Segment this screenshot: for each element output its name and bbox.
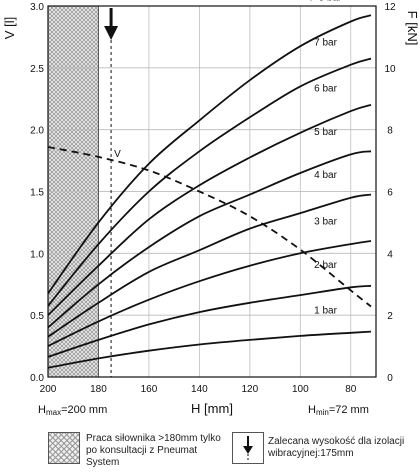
hmax-label: Hmax=200 mm [38,404,107,417]
series-line-4-bar [47,193,372,338]
series-line-3-bar [47,240,372,347]
y-right-tick-label: 4 [387,249,393,260]
series-line-5-bar [47,150,372,329]
y-left-tick-label: 1.5 [30,188,44,199]
series-line-2-bar [47,284,372,358]
legend-arrow-text: Zalecana wysokość dla izolacji wibracyjn… [268,436,405,459]
y-right-tick-label: 12 [384,2,396,13]
y-left-tick-label: 0.5 [30,311,44,322]
y-left-tick-label: 2.0 [30,126,44,137]
plot-border [47,5,377,378]
x-tick-label: 180 [90,384,107,395]
x-tick-label: 160 [141,384,158,395]
x-tick-label: 200 [40,384,57,395]
series-label: 6 bar [314,84,337,95]
series-label: 3 bar [314,217,337,228]
y-right-tick-label: 0 [387,373,393,384]
y-left-axis-title: V [l] [2,17,17,39]
plot-frame [47,5,377,378]
y-left-tick-label: 3.0 [30,2,44,13]
series-label: 2 bar [314,260,337,271]
x-tick-label: 140 [191,384,208,395]
down-arrow-icon [243,436,253,462]
recommended-height-marker [104,8,119,377]
hmin-sub: min [315,408,329,417]
curve-labels: F 8 bar 7 bar 6 bar 5 bar 4 bar 3 bar 2 bar 1 b… [114,0,342,316]
y-right-tick-label: 6 [387,188,393,199]
series-label: 1 bar [314,305,337,316]
y-right-tick-label: 2 [387,311,393,322]
x-tick-label: 80 [345,384,357,395]
x-axis-title: H [mm] [191,401,233,416]
y-left-tick-label: 0.0 [30,373,44,384]
y-right-axis-title: F [kN] [405,11,419,46]
y-right-tick-label: 8 [387,126,393,137]
series-label: F 8 bar [310,0,342,3]
series-label: 5 bar [314,127,337,138]
series-line-1-bar [47,330,372,369]
hmin-pre: H [308,404,316,416]
hmax-sub: max [45,408,62,417]
volume-label: V [114,149,121,160]
x-tick-label: 120 [242,384,259,395]
y-left-tick-label: 1.0 [30,249,44,260]
hmin-post: =72 mm [328,404,369,416]
legend-hatched-text: Praca siłownika >180mm tylko po konsulta… [86,433,221,468]
hmin-label: Hmin=72 mm [308,404,369,417]
series-label: 4 bar [314,170,337,181]
hmax-post: =200 mm [61,404,108,416]
hmax-pre: H [38,404,46,416]
legend-arrow-swatch [232,432,264,464]
series-line-6-bar [47,104,372,316]
x-tick-label: 100 [292,384,309,395]
y-left-tick-label: 2.5 [30,64,44,75]
series-label: 7 bar [314,37,337,48]
marker-arrow-head [104,26,119,40]
legend-hatched-swatch [48,432,80,464]
series-line-7-bar [47,57,372,307]
force-series-group [47,14,372,369]
tick-labels: 200 180 160 140 120 100 800.00.51.01.52.02.53.… [30,2,396,395]
y-right-tick-label: 10 [384,64,396,75]
series-line-f-8-bar [47,14,372,295]
